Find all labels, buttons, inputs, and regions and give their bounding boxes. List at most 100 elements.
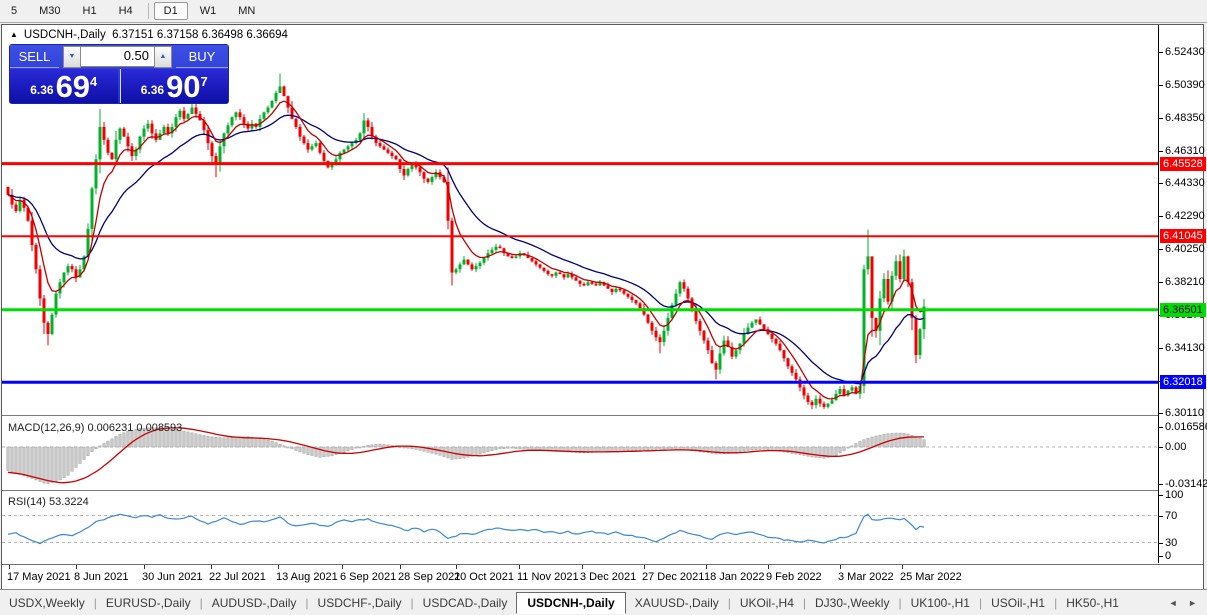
price-tick-mark [1159, 216, 1163, 218]
date-tick-mark [456, 565, 457, 569]
date-tick-mark [9, 565, 10, 569]
tab-usdcnh-daily[interactable]: USDCNH-,Daily [516, 592, 626, 614]
date-tick-label: 3 Dec 2021 [580, 571, 637, 583]
price-level-label: 6.32018 [1160, 375, 1206, 390]
price-tick-label: 6.50390 [1165, 79, 1205, 91]
symbol-tab-bar: USDX,Weekly | EURUSD-,Daily | AUDUSD-,Daily |… [0, 589, 1207, 615]
tab-usdx-weekly[interactable]: USDX,Weekly [9, 596, 85, 610]
date-axis: 17 May 2021 8 Jun 2021 30 Jun 2021 22 Jul 2… [2, 564, 1203, 589]
price-tick-label: 6.38210 [1165, 276, 1205, 289]
up-arrow-icon: ▲ [159, 53, 167, 60]
date-tick-label: 3 Mar 2022 [838, 571, 894, 583]
price-tick-label: 6.52430 [1165, 46, 1205, 58]
price-tick-label: 6.40250 [1165, 243, 1205, 256]
price-level-label: 6.41045 [1160, 229, 1206, 244]
trade-prices-row: 6.36 69 4 6.36 90 7 [10, 69, 228, 103]
rsi-tick-label: 100 [1165, 489, 1184, 502]
date-tick-label: 9 Feb 2022 [766, 571, 822, 583]
timeframe-m30[interactable]: M30 [39, 5, 61, 17]
timeframe-5[interactable]: 5 [11, 5, 18, 17]
tab-xauusd-daily[interactable]: XAUUSD-,Daily [634, 596, 719, 610]
date-tick-mark [342, 565, 343, 569]
price-tick-label: 6.46310 [1165, 145, 1205, 158]
rsi-label: RSI(14) 53.3224 [8, 496, 89, 508]
date-tick-label: 18 Jan 2022 [704, 571, 765, 583]
sell-price-display[interactable]: 6.36 69 4 [10, 69, 118, 103]
volume-stepper: ▼ 0.50 ▲ [63, 45, 172, 68]
buy-price-prefix: 6.36 [140, 83, 165, 97]
buy-price-display[interactable]: 6.36 90 7 [119, 69, 228, 104]
tab-hk50-h1[interactable]: HK50-,H1 [1066, 596, 1119, 610]
tab-usdcad-daily[interactable]: USDCAD-,Daily [422, 596, 508, 610]
timeframe-h1[interactable]: H1 [82, 5, 97, 17]
price-chart-canvas[interactable] [2, 25, 1158, 563]
date-tick-label: 11 Nov 2021 [517, 571, 579, 583]
trade-buttons-row: SELL ▼ 0.50 ▲ BUY [10, 45, 228, 68]
buy-price-big: 90 [166, 69, 201, 104]
volume-increase-button[interactable]: ▲ [154, 45, 172, 68]
tab-scroll-arrows[interactable]: ◄ ► [1168, 598, 1201, 608]
buy-button-label: BUY [188, 48, 216, 64]
tab-usoil-h1[interactable]: USOil-,H1 [991, 596, 1046, 610]
tab-eurusd-daily[interactable]: EURUSD-,Daily [105, 596, 191, 610]
date-tick-mark [144, 565, 145, 569]
tab-separator: | [1054, 596, 1058, 610]
sell-price-prefix: 6.36 [30, 83, 54, 97]
tab-separator: | [978, 596, 983, 610]
timeframe-w1[interactable]: W1 [199, 5, 217, 17]
price-tick-mark [1159, 85, 1163, 86]
rsi-tick-mark [1159, 542, 1163, 544]
collapse-panel-icon[interactable]: ▲ [10, 30, 18, 39]
rsi-tick-mark [1159, 495, 1163, 497]
price-tick-mark [1159, 52, 1163, 53]
sell-price-big: 69 [55, 69, 91, 104]
price-tick-mark [1159, 151, 1163, 153]
tab-ukoil-h4[interactable]: UKOil-,H4 [739, 596, 794, 610]
timeframe-h4[interactable]: H4 [118, 5, 133, 17]
tab-separator: | [305, 596, 309, 610]
date-tick-mark [840, 565, 841, 569]
tab-dj30-weekly[interactable]: DJ30-,Weekly [815, 596, 890, 610]
price-level-label: 6.36501 [1160, 302, 1206, 317]
date-tick-label: 27 Dec 2021 [642, 571, 705, 583]
price-tick-mark [1159, 282, 1163, 284]
date-tick-label: 25 Mar 2022 [900, 571, 962, 583]
date-tick-label: 20 Oct 2021 [454, 571, 514, 583]
tab-audusd-daily[interactable]: AUDUSD-,Daily [211, 596, 297, 610]
tab-separator: | [93, 596, 97, 610]
tab-separator: | [199, 596, 203, 610]
tab-separator: | [410, 596, 414, 610]
chart-window: ▲ USDCNH-,Daily 6.37151 6.37158 6.36498 6… [1, 24, 1207, 590]
volume-input[interactable]: 0.50 [81, 46, 154, 67]
tab-uk100-h1[interactable]: UK100-,H1 [910, 596, 970, 610]
date-tick-mark [76, 565, 77, 569]
rsi-tick-label: 70 [1165, 509, 1178, 522]
timeframe-bar: 5 M30 H1 H4 D1 W1 MN [0, 0, 1207, 23]
sell-button-label: SELL [18, 48, 51, 64]
date-tick-label: 8 Jun 2021 [74, 571, 129, 583]
buy-button[interactable]: BUY [176, 45, 228, 68]
date-tick-label: 28 Sep 2021 [398, 571, 461, 583]
price-tick-label: 6.48350 [1165, 112, 1205, 124]
date-tick-label: 30 Jun 2021 [142, 571, 203, 583]
one-click-trading-panel: SELL ▼ 0.50 ▲ BUY 6.36 69 4 [10, 45, 228, 103]
macd-tick-label: 0.00 [1165, 441, 1187, 453]
date-tick-label: 6 Sep 2021 [340, 571, 397, 583]
volume-decrease-button[interactable]: ▼ [63, 45, 81, 68]
date-tick-mark [902, 565, 903, 569]
down-arrow-icon: ▼ [68, 53, 76, 60]
timeframe-mn[interactable]: MN [238, 5, 256, 17]
rsi-tick-label: 0 [1165, 550, 1172, 562]
price-tick-mark [1159, 249, 1163, 251]
price-level-label: 6.45528 [1160, 156, 1206, 171]
macd-histogram [6, 427, 926, 484]
tab-usdchf-daily[interactable]: USDCHF-,Daily [317, 596, 402, 610]
date-tick-mark [582, 565, 583, 569]
sell-button[interactable]: SELL [10, 45, 59, 68]
symbol-period-label: USDCNH-,Daily [23, 29, 106, 41]
tab-separator: | [727, 596, 731, 610]
date-tick-mark [706, 565, 707, 569]
price-tick-label: 6.42290 [1165, 210, 1205, 223]
timeframe-d1[interactable]: D1 [153, 2, 188, 20]
macd-tick-mark [1159, 427, 1163, 429]
